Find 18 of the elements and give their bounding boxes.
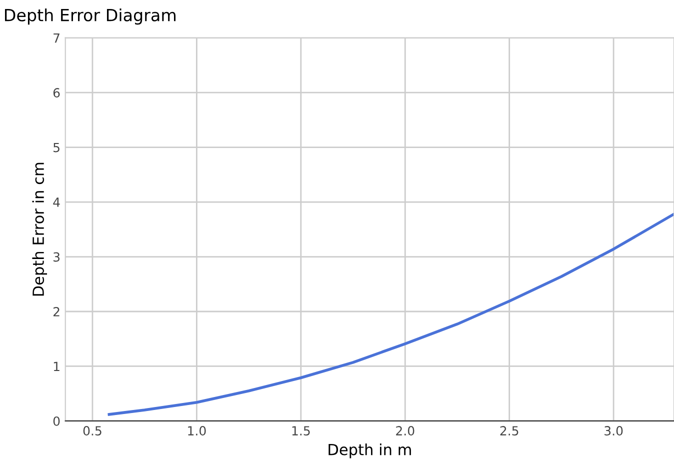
x-axis-title: Depth in m — [328, 443, 411, 458]
x-tick-label: 2.0 — [396, 426, 414, 436]
x-tick-label: 1.5 — [292, 426, 310, 436]
y-tick-label: 7 — [54, 33, 60, 43]
x-tick-label: 0.5 — [83, 426, 102, 436]
y-tick-label: 2 — [53, 306, 60, 316]
y-tick-label: 1 — [54, 362, 60, 371]
y-tick-label: 3 — [54, 252, 60, 262]
y-tick-label: 5 — [54, 142, 60, 152]
x-tick-label: 2.5 — [500, 426, 518, 436]
y-tick-label: 6 — [53, 88, 60, 98]
x-tick-label: 1.0 — [188, 426, 206, 436]
y-axis-title: Depth Error in cm — [32, 162, 48, 296]
line-series — [108, 212, 674, 416]
chart-title: Depth Error Diagram — [5, 8, 176, 25]
x-tick-label: 3.0 — [604, 426, 623, 436]
y-tick-label: 4 — [53, 198, 60, 207]
y-tick-label: 0 — [53, 416, 60, 426]
